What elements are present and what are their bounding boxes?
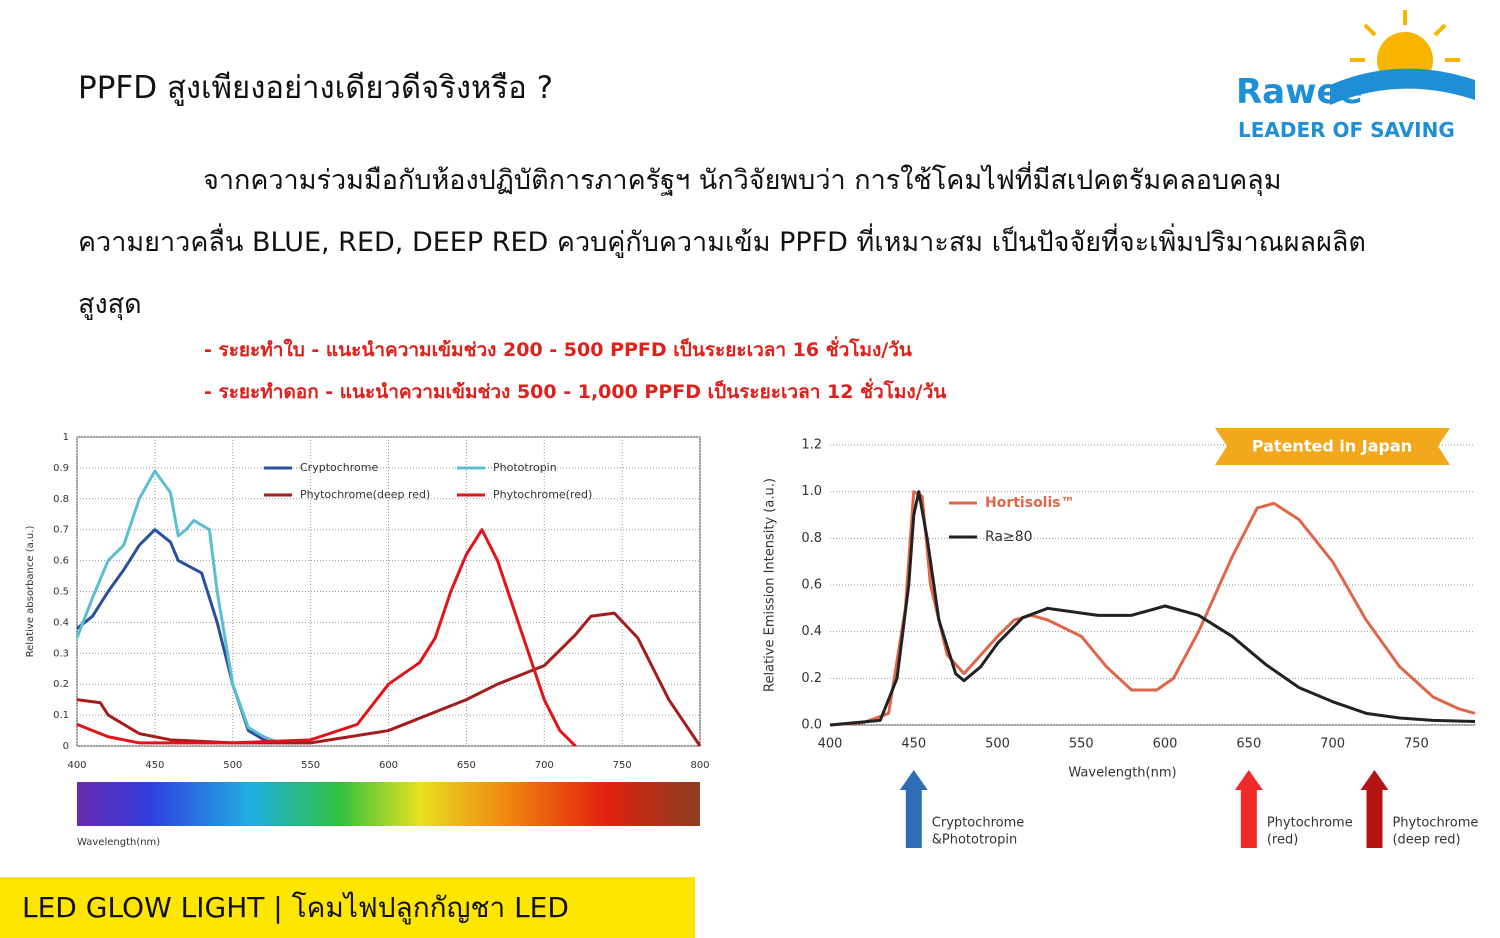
y-tick-label: 1.0 — [801, 484, 822, 499]
y-tick-label: 0.6 — [53, 556, 69, 567]
series-line — [75, 469, 281, 745]
x-tick-label: 600 — [379, 760, 398, 771]
x-tick-label: 750 — [613, 760, 632, 771]
x-axis-label: Wavelength(nm) — [1068, 766, 1176, 781]
y-tick-label: 0 — [63, 741, 69, 752]
x-tick-label: 400 — [818, 737, 843, 752]
x-tick-label: 400 — [67, 760, 86, 771]
arrow — [899, 770, 928, 848]
legend-label: Ra≥80 — [985, 529, 1033, 545]
series-line — [829, 490, 1476, 727]
charts: 0 0.1 0.2 0.3 0.4 0.5 0.6 0.7 0.8 0.9 1 400 450 500 55… — [25, 428, 1478, 848]
arrow — [1234, 770, 1263, 848]
y-tick-label: 0.8 — [801, 531, 822, 546]
legend-label: Phytochrome(deep red) — [300, 488, 430, 501]
y-tick-label: 0.8 — [53, 494, 69, 505]
y-tick-label: 0.5 — [53, 587, 69, 598]
annotation-text: Phytochrome — [1267, 816, 1353, 831]
legend-label: Hortisolis™ — [985, 495, 1075, 511]
y-tick-label: 0.6 — [801, 578, 822, 593]
y-tick-label: 0.4 — [801, 624, 822, 639]
badge-text: Patented in Japan — [1252, 437, 1412, 456]
annotation-text: (deep red) — [1392, 833, 1460, 848]
badge — [1215, 428, 1450, 465]
series-line — [76, 611, 702, 747]
arrow — [1360, 770, 1389, 848]
x-tick-label: 450 — [145, 760, 164, 771]
bullet: - ระยะทำดอก - แนะนำความเข้มช่วง 500 - 1,… — [204, 381, 947, 403]
paragraph: จากความร่วมมือกับห้องปฏิบัติการภาครัฐฯ น… — [78, 165, 1366, 320]
x-tick-label: 800 — [690, 760, 709, 771]
y-tick-label: 0.2 — [53, 679, 69, 690]
y-axis-label: Relative Emission Intensity (a.u.) — [763, 478, 778, 692]
annotation-text: &Phototropin — [932, 833, 1017, 848]
x-tick-label: 700 — [535, 760, 554, 771]
y-tick-label: 0.2 — [801, 671, 822, 686]
y-tick-label: 0.7 — [53, 525, 69, 536]
x-tick-label: 750 — [1404, 737, 1429, 752]
title: PPFD สูงเพียงอย่างเดียวดีจริงหรือ ? — [78, 70, 554, 106]
annotation-text: Phytochrome — [1392, 816, 1478, 831]
bullet: - ระยะทำใบ - แนะนำความเข้มช่วง 200 - 500… — [204, 339, 912, 361]
x-tick-label: 650 — [1236, 737, 1261, 752]
y-tick-label: 0.4 — [53, 617, 69, 628]
legend-label: Phytochrome(red) — [493, 488, 592, 501]
series-line — [76, 528, 577, 748]
logo-name: Rawee — [1236, 72, 1363, 112]
x-tick-label: 550 — [301, 760, 320, 771]
x-tick-label: 700 — [1320, 737, 1345, 752]
y-tick-label: 1.2 — [801, 438, 822, 453]
x-tick-label: 600 — [1153, 737, 1178, 752]
x-tick-label: 650 — [457, 760, 476, 771]
x-tick-label: 500 — [985, 737, 1010, 752]
x-tick-label: 550 — [1069, 737, 1094, 752]
logo-mark — [1330, 10, 1475, 105]
x-axis-label: Wavelength(nm) — [77, 837, 160, 848]
x-tick-label: 450 — [901, 737, 926, 752]
logo-tagline: LEADER OF SAVING — [1238, 118, 1455, 142]
y-tick-label: 1 — [63, 432, 69, 443]
annotation-text: Cryptochrome — [932, 816, 1024, 831]
y-tick-label: 0.9 — [53, 463, 69, 474]
legend-label: Phototropin — [493, 461, 557, 474]
y-tick-label: 0.0 — [801, 718, 822, 733]
spectrum-bar — [77, 782, 700, 826]
footer: LED GLOW LIGHT | โคมไฟปลูกกัญชา LED — [0, 877, 695, 938]
x-tick-label: 500 — [223, 760, 242, 771]
y-tick-label: 0.3 — [53, 648, 69, 659]
legend-label: Cryptochrome — [300, 461, 378, 474]
y-axis-label: Relative absorbance (a.u.) — [25, 526, 36, 658]
annotation-text: (red) — [1267, 833, 1298, 848]
y-tick-label: 0.1 — [53, 710, 69, 721]
